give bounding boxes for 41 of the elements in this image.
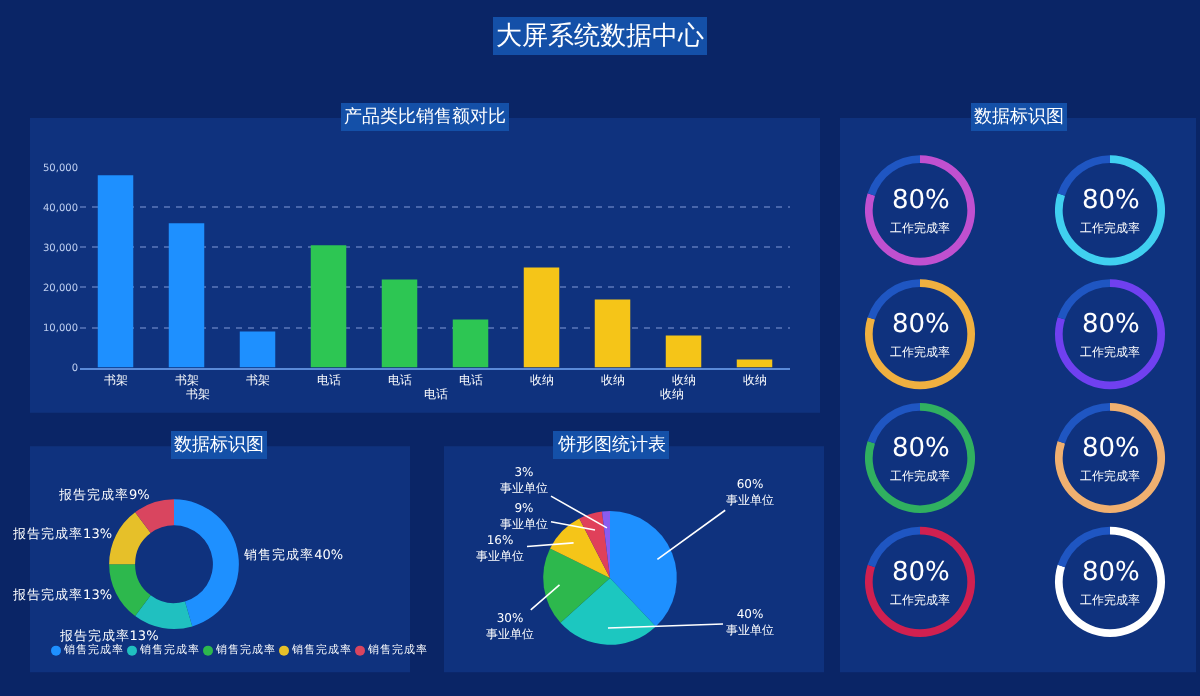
donut-slice bbox=[135, 595, 193, 629]
text: 数据标识图 bbox=[974, 106, 1064, 128]
bar bbox=[168, 223, 205, 368]
bar bbox=[523, 267, 560, 368]
chart-title: 数据标识图 bbox=[174, 434, 264, 456]
pie-slice bbox=[543, 548, 610, 623]
bar bbox=[310, 245, 347, 368]
donut-slice bbox=[1055, 155, 1166, 266]
donut-slice bbox=[135, 499, 174, 534]
text: 80% bbox=[892, 558, 950, 588]
donut-slice bbox=[174, 499, 239, 627]
bar bbox=[594, 299, 631, 368]
pie-slice bbox=[579, 511, 610, 578]
donut-slice bbox=[1055, 279, 1166, 390]
text: 80% bbox=[1082, 310, 1140, 340]
donut-slice bbox=[865, 155, 976, 266]
donut-slice bbox=[1055, 403, 1166, 513]
chart-title: 饼形图统计表 bbox=[556, 434, 666, 456]
donut-slice bbox=[865, 403, 976, 513]
pie-slice bbox=[560, 577, 656, 645]
text: 80% bbox=[892, 186, 950, 216]
donut-slice bbox=[1055, 526, 1166, 637]
bar bbox=[239, 331, 276, 368]
bar bbox=[452, 319, 489, 368]
pie-slice bbox=[602, 511, 610, 578]
pie-slice bbox=[550, 518, 610, 578]
donut-slice bbox=[865, 279, 976, 390]
text: 80% bbox=[1082, 558, 1140, 588]
bar bbox=[665, 335, 702, 368]
bar bbox=[97, 175, 134, 368]
text: 80% bbox=[892, 310, 950, 340]
text: 80% bbox=[1082, 186, 1140, 216]
bar bbox=[381, 279, 418, 368]
text: 80% bbox=[892, 434, 950, 464]
donut-slice bbox=[109, 512, 151, 565]
donut-slice bbox=[865, 526, 976, 637]
donut-slice bbox=[109, 564, 151, 617]
text: 大屏系统数据中心 bbox=[496, 20, 704, 52]
text: 80% bbox=[1082, 434, 1140, 464]
pie-slice bbox=[610, 511, 677, 627]
chart-title: 产品类比销售额对比 bbox=[344, 106, 506, 128]
